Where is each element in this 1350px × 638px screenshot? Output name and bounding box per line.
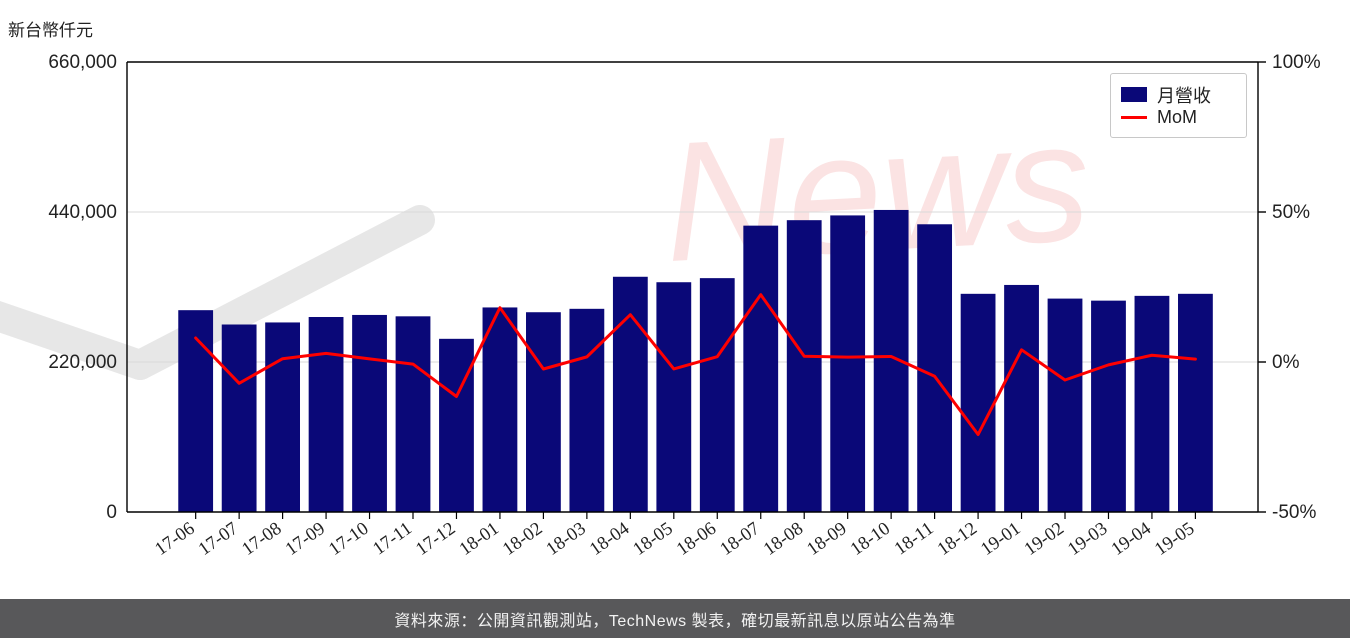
svg-text:100%: 100% xyxy=(1272,52,1321,73)
svg-text:17-10: 17-10 xyxy=(326,519,373,560)
svg-text:18-11: 18-11 xyxy=(891,519,937,560)
svg-text:18-07: 18-07 xyxy=(717,519,764,560)
svg-text:17-09: 17-09 xyxy=(282,519,329,560)
svg-text:0%: 0% xyxy=(1272,352,1300,373)
svg-text:220,000: 220,000 xyxy=(48,352,117,373)
svg-text:19-01: 19-01 xyxy=(978,519,1025,560)
svg-text:440,000: 440,000 xyxy=(48,202,117,223)
svg-text:17-07: 17-07 xyxy=(195,519,242,560)
svg-text:17-06: 17-06 xyxy=(152,519,199,560)
svg-text:660,000: 660,000 xyxy=(48,52,117,73)
svg-text:19-05: 19-05 xyxy=(1151,519,1198,560)
svg-text:18-04: 18-04 xyxy=(586,519,633,560)
svg-text:18-02: 18-02 xyxy=(499,519,546,560)
svg-text:19-03: 19-03 xyxy=(1065,519,1112,560)
svg-text:18-08: 18-08 xyxy=(760,519,807,560)
svg-text:18-12: 18-12 xyxy=(934,519,981,560)
svg-text:17-08: 17-08 xyxy=(239,519,286,560)
svg-text:50%: 50% xyxy=(1272,202,1310,223)
svg-text:18-10: 18-10 xyxy=(847,519,894,560)
svg-text:0: 0 xyxy=(106,502,117,523)
svg-text:19-04: 19-04 xyxy=(1108,519,1155,560)
svg-text:18-05: 18-05 xyxy=(630,519,677,560)
svg-text:19-02: 19-02 xyxy=(1021,519,1068,560)
svg-text:18-03: 18-03 xyxy=(543,519,590,560)
svg-text:-50%: -50% xyxy=(1272,502,1316,523)
svg-text:17-12: 17-12 xyxy=(413,519,460,560)
svg-text:17-11: 17-11 xyxy=(370,519,416,560)
svg-text:18-01: 18-01 xyxy=(456,519,503,560)
svg-text:18-09: 18-09 xyxy=(804,519,851,560)
svg-text:18-06: 18-06 xyxy=(673,519,720,560)
